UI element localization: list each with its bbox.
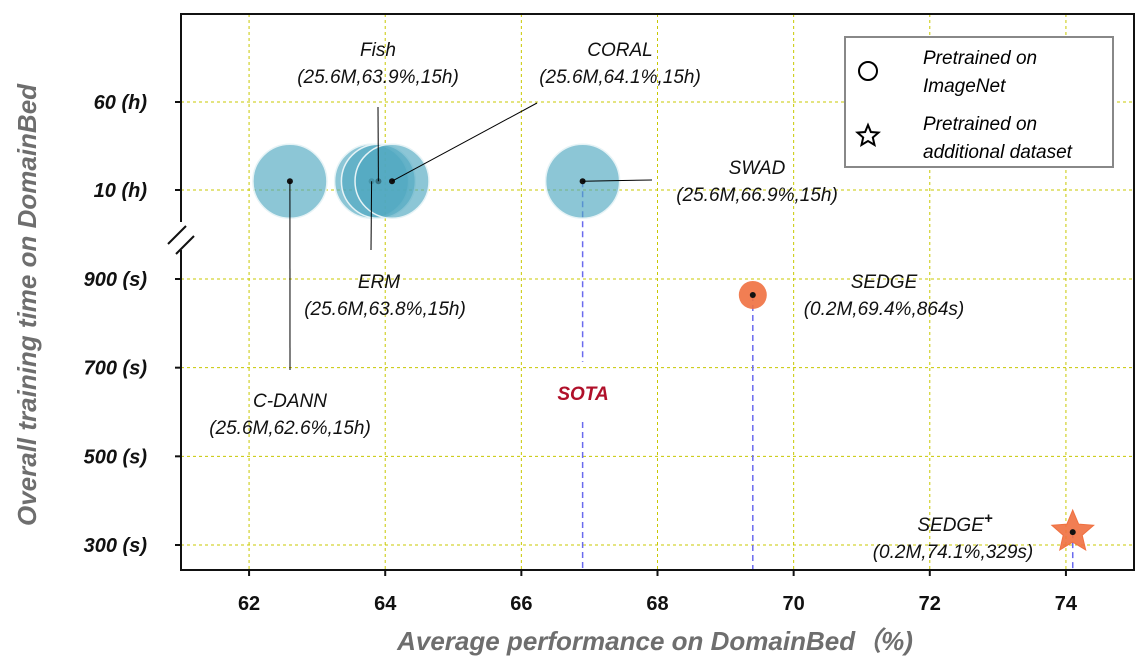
legend-label-imagenet-line1: Pretrained on: [923, 48, 1037, 69]
point-tuple-label: (25.6M,63.8%,15h): [304, 299, 466, 320]
point-tuple-label: (25.6M,63.9%,15h): [297, 67, 459, 88]
point-tuple-label: (25.6M,66.9%,15h): [676, 185, 838, 206]
legend-star-icon: [855, 122, 881, 147]
y-tick-label: 10 (h): [94, 180, 148, 202]
x-tick-label: 64: [374, 593, 397, 615]
legend-label-additional-line2: additional dataset: [923, 142, 1073, 163]
x-tick-label: 66: [510, 593, 532, 615]
grid: [181, 14, 1134, 570]
x-tick-label: 62: [238, 593, 260, 615]
y-tick-label: 60 (h): [94, 92, 148, 114]
point-name-label: CORAL: [587, 40, 652, 61]
data-point: [1069, 529, 1076, 536]
point-tuple-label: (0.2M,69.4%,864s): [804, 299, 965, 320]
x-tick-label: 74: [1055, 593, 1078, 615]
point-name-label: ERM: [358, 272, 400, 293]
legend-circle-icon: [858, 61, 878, 81]
axis-break-mark: [167, 222, 195, 255]
bubbles: [252, 143, 1095, 551]
legend-frame: [844, 36, 1114, 168]
x-tick-label: 72: [919, 593, 941, 615]
legend: Pretrained on ImageNet Pretrained on add…: [844, 36, 1114, 168]
superscript-plus: +: [984, 510, 993, 527]
y-tick-label: 700 (s): [84, 358, 148, 380]
legend-item-additional: Pretrained on additional dataset: [855, 114, 1073, 163]
data-point: [749, 291, 756, 298]
point-name-label: SEDGE: [851, 272, 918, 293]
axis-ticks: 62 64 66 68 70 72 74 300 (s) 500 (s) 700 (s) 900 (…: [84, 92, 1078, 615]
legend-item-imagenet: Pretrained on ImageNet: [858, 48, 1037, 97]
point-tuple-label: (25.6M,62.6%,15h): [209, 418, 371, 439]
point-name-label: SEDGE+: [917, 510, 993, 536]
label-leader-line: [582, 179, 653, 182]
point-labels: C-DANN (25.6M,62.6%,15h) ERM (25.6M,63.8%,1…: [209, 40, 1033, 563]
label-leaders: [289, 102, 653, 371]
label-leader-line: [391, 102, 538, 182]
point-name-label: Fish: [360, 40, 396, 61]
point-tuple-label: (25.6M,64.1%,15h): [539, 67, 701, 88]
point-name-label: SWAD: [729, 158, 786, 179]
x-tick-label: 68: [646, 593, 668, 615]
sota-annotation: SOTA: [557, 384, 608, 405]
y-tick-label: 300 (s): [84, 535, 148, 557]
legend-label-additional-line1: Pretrained on: [923, 114, 1037, 135]
y-axis-title: Overall training time on DomainBed: [12, 83, 42, 526]
point-name-label: C-DANN: [253, 391, 327, 412]
point-tuple-label: (0.2M,74.1%,329s): [873, 542, 1034, 563]
y-tick-label: 500 (s): [84, 446, 148, 468]
x-axis-title: Average performance on DomainBed（%): [396, 626, 913, 656]
y-tick-label: 900 (s): [84, 269, 148, 291]
legend-label-imagenet-line2: ImageNet: [923, 76, 1006, 97]
x-tick-label: 70: [783, 593, 805, 615]
label-leader-line: [370, 181, 373, 251]
